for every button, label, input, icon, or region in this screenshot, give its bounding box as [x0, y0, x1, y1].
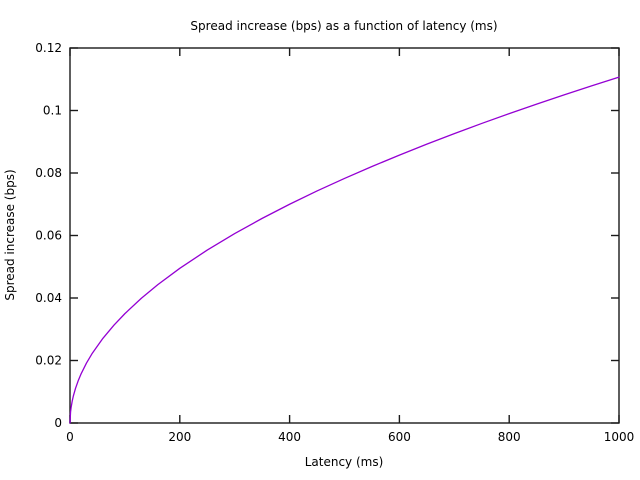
chart-title: Spread increase (bps) as a function of l…: [190, 19, 497, 33]
y-tick-label: 0.12: [35, 41, 62, 55]
y-tick-label: 0: [54, 416, 62, 430]
x-tick-label: 600: [388, 430, 411, 444]
plot-border: [69, 47, 620, 424]
y-tick-label: 0.02: [35, 354, 62, 368]
x-tick-label: 200: [168, 430, 191, 444]
x-axis-label: Latency (ms): [305, 455, 384, 469]
x-tick-label: 0: [66, 430, 74, 444]
y-tick-label: 0.08: [35, 166, 62, 180]
x-tick-label: 400: [278, 430, 301, 444]
y-axis-label: Spread increase (bps): [3, 169, 17, 300]
y-tick-label: 0.06: [35, 229, 62, 243]
y-tick-label: 0.04: [35, 291, 62, 305]
x-tick-label: 800: [498, 430, 521, 444]
x-tick-label: 1000: [604, 430, 635, 444]
series-line: [69, 76, 620, 424]
axis-tick-labels: 0 200 400 600 800 1000 0 0.02 0.04 0.06 0.08 0.1 0.1…: [35, 41, 634, 444]
y-tick-label: 0.1: [43, 104, 62, 118]
